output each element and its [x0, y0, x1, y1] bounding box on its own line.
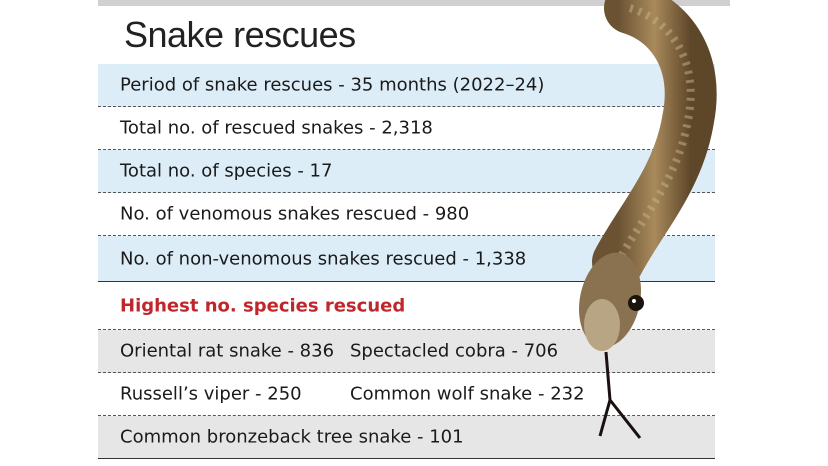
- species: Oriental rat snake - 836: [120, 340, 335, 362]
- row: Russell’s viper - 250 Common wolf snake -…: [98, 373, 715, 416]
- section-heading: Highest no. species rescued: [120, 295, 406, 316]
- species: Common bronzeback tree snake - 101: [120, 426, 464, 448]
- row: No. of venomous snakes rescued - 980: [98, 193, 715, 236]
- title: Snake rescues: [124, 14, 356, 55]
- species: Russell’s viper - 250: [120, 383, 302, 405]
- species: Spectacled cobra - 706: [350, 340, 559, 362]
- top-bar: [98, 0, 730, 6]
- row: Period of snake rescues - 35 months (202…: [98, 64, 715, 107]
- fact: Total no. of species - 17: [120, 160, 333, 182]
- fact: Total no. of rescued snakes - 2,318: [120, 117, 433, 139]
- snake-illustration: [579, 0, 717, 439]
- row: Highest no. species rescued: [98, 282, 715, 330]
- row: Common bronzeback tree snake - 101: [98, 416, 715, 459]
- species: Common wolf snake - 232: [350, 383, 585, 405]
- fact: No. of venomous snakes rescued - 980: [120, 203, 470, 225]
- row: Total no. of species - 17: [98, 150, 715, 193]
- fact: Period of snake rescues - 35 months (202…: [120, 74, 545, 96]
- row: Total no. of rescued snakes - 2,318: [98, 107, 715, 150]
- fact: No. of non-venomous snakes rescued - 1,3…: [120, 248, 527, 269]
